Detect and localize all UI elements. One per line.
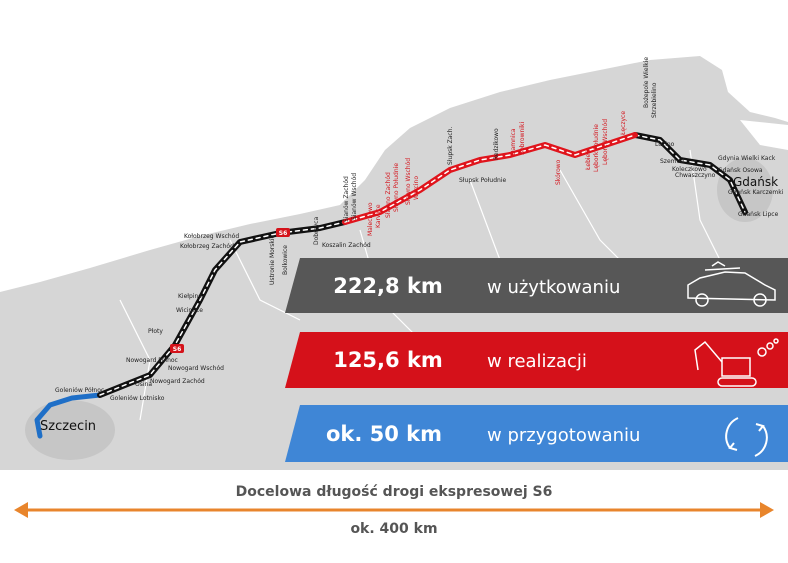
place-label: Gdańsk Osowa: [718, 167, 763, 174]
place-label: Kołobrzeg Zachód: [180, 243, 234, 250]
place-label: Lębork Wschód: [602, 119, 609, 165]
banner: [285, 258, 788, 313]
banner-amount: ok. 50 km: [326, 422, 442, 446]
place-label: Luzino: [655, 141, 675, 148]
place-label: Sławno Wschód: [405, 158, 412, 205]
place-label: Osina: [135, 381, 152, 388]
place-label: Bobrowniki: [519, 122, 526, 155]
banner: [285, 405, 788, 462]
footer-distance: ok. 400 km: [350, 521, 437, 537]
banner-label: w przygotowaniu: [487, 425, 640, 446]
place-label: Ustronie Morskie: [269, 234, 276, 285]
place-label: Goleniów Północ: [55, 387, 104, 394]
place-label: Słupsk Południe: [459, 177, 506, 184]
city-label: Gdańsk: [733, 175, 778, 189]
place-label: Płoty: [148, 328, 163, 335]
place-label: Koszalin Zachód: [322, 242, 371, 249]
banner-amount: 222,8 km: [333, 274, 443, 298]
banner-amount: 125,6 km: [333, 348, 443, 372]
city-area: [717, 158, 773, 222]
road-sign-label: S6: [173, 346, 182, 353]
place-label: Skórowo: [555, 159, 562, 185]
city-area: [25, 400, 115, 460]
bay: [740, 120, 788, 150]
road-sign: [276, 228, 290, 237]
place-label: Chwaszczyno: [675, 172, 716, 179]
place-label: Redzikowo: [493, 128, 500, 160]
place-label: Sławno Zachód: [385, 172, 392, 218]
place-label: Bożepole Wielkie: [643, 57, 650, 108]
place-label: Koleczkowo: [672, 166, 707, 173]
place-label: Kiełpino: [178, 293, 202, 300]
place-label: Goleniów Lotnisko: [110, 395, 165, 402]
place-label: Łebień: [585, 150, 592, 171]
road-planned: [34, 392, 103, 439]
place-label: Gdańsk Lipce: [738, 211, 779, 218]
place-label: Nowogard Wschód: [168, 365, 224, 372]
place-label: Damnica: [510, 128, 517, 155]
car-icon: [687, 261, 776, 307]
place-label: Dobrzyca: [313, 216, 320, 245]
place-label: Bolkowice: [282, 245, 289, 275]
place-label: Malechowo: [367, 202, 374, 236]
place-label: Nowogard Zachód: [150, 378, 205, 385]
excavator-icon: [694, 338, 779, 387]
place-label: Warcino: [413, 176, 420, 200]
banner: [285, 332, 788, 388]
place-label: Gdańsk Karczemki: [728, 189, 784, 196]
city-label: Szczecin: [40, 419, 96, 434]
place-label: Sianów Wschód: [351, 173, 358, 220]
place-label: Wicimice: [176, 307, 203, 314]
place-label: Szemud: [660, 158, 684, 165]
road-sign-label: S6: [279, 230, 288, 237]
place-label: Sławno Południe: [393, 163, 400, 212]
place-label: Lębork Południe: [593, 124, 600, 172]
cycle-icon: [725, 417, 768, 457]
road-dash: [344, 134, 636, 223]
place-label: Strzebielino: [651, 82, 658, 118]
road-dash: [99, 134, 746, 396]
footer-title: Docelowa długość drogi ekspresowej S6: [236, 484, 553, 500]
place-label: Łęczyce: [620, 111, 627, 136]
place-label: Karwice: [375, 204, 382, 228]
place-label: Nowogard Północ: [126, 357, 178, 364]
place-label: Sianów Zachód: [343, 176, 350, 222]
place-label: Gdynia Wielki Kack: [718, 155, 776, 162]
road-sign: [170, 344, 184, 353]
place-label: Kołobrzeg Wschód: [184, 233, 239, 240]
banner-label: w użytkowaniu: [487, 277, 620, 298]
place-label: Słupsk Zach.: [447, 126, 454, 165]
banner-label: w realizacji: [487, 351, 587, 372]
